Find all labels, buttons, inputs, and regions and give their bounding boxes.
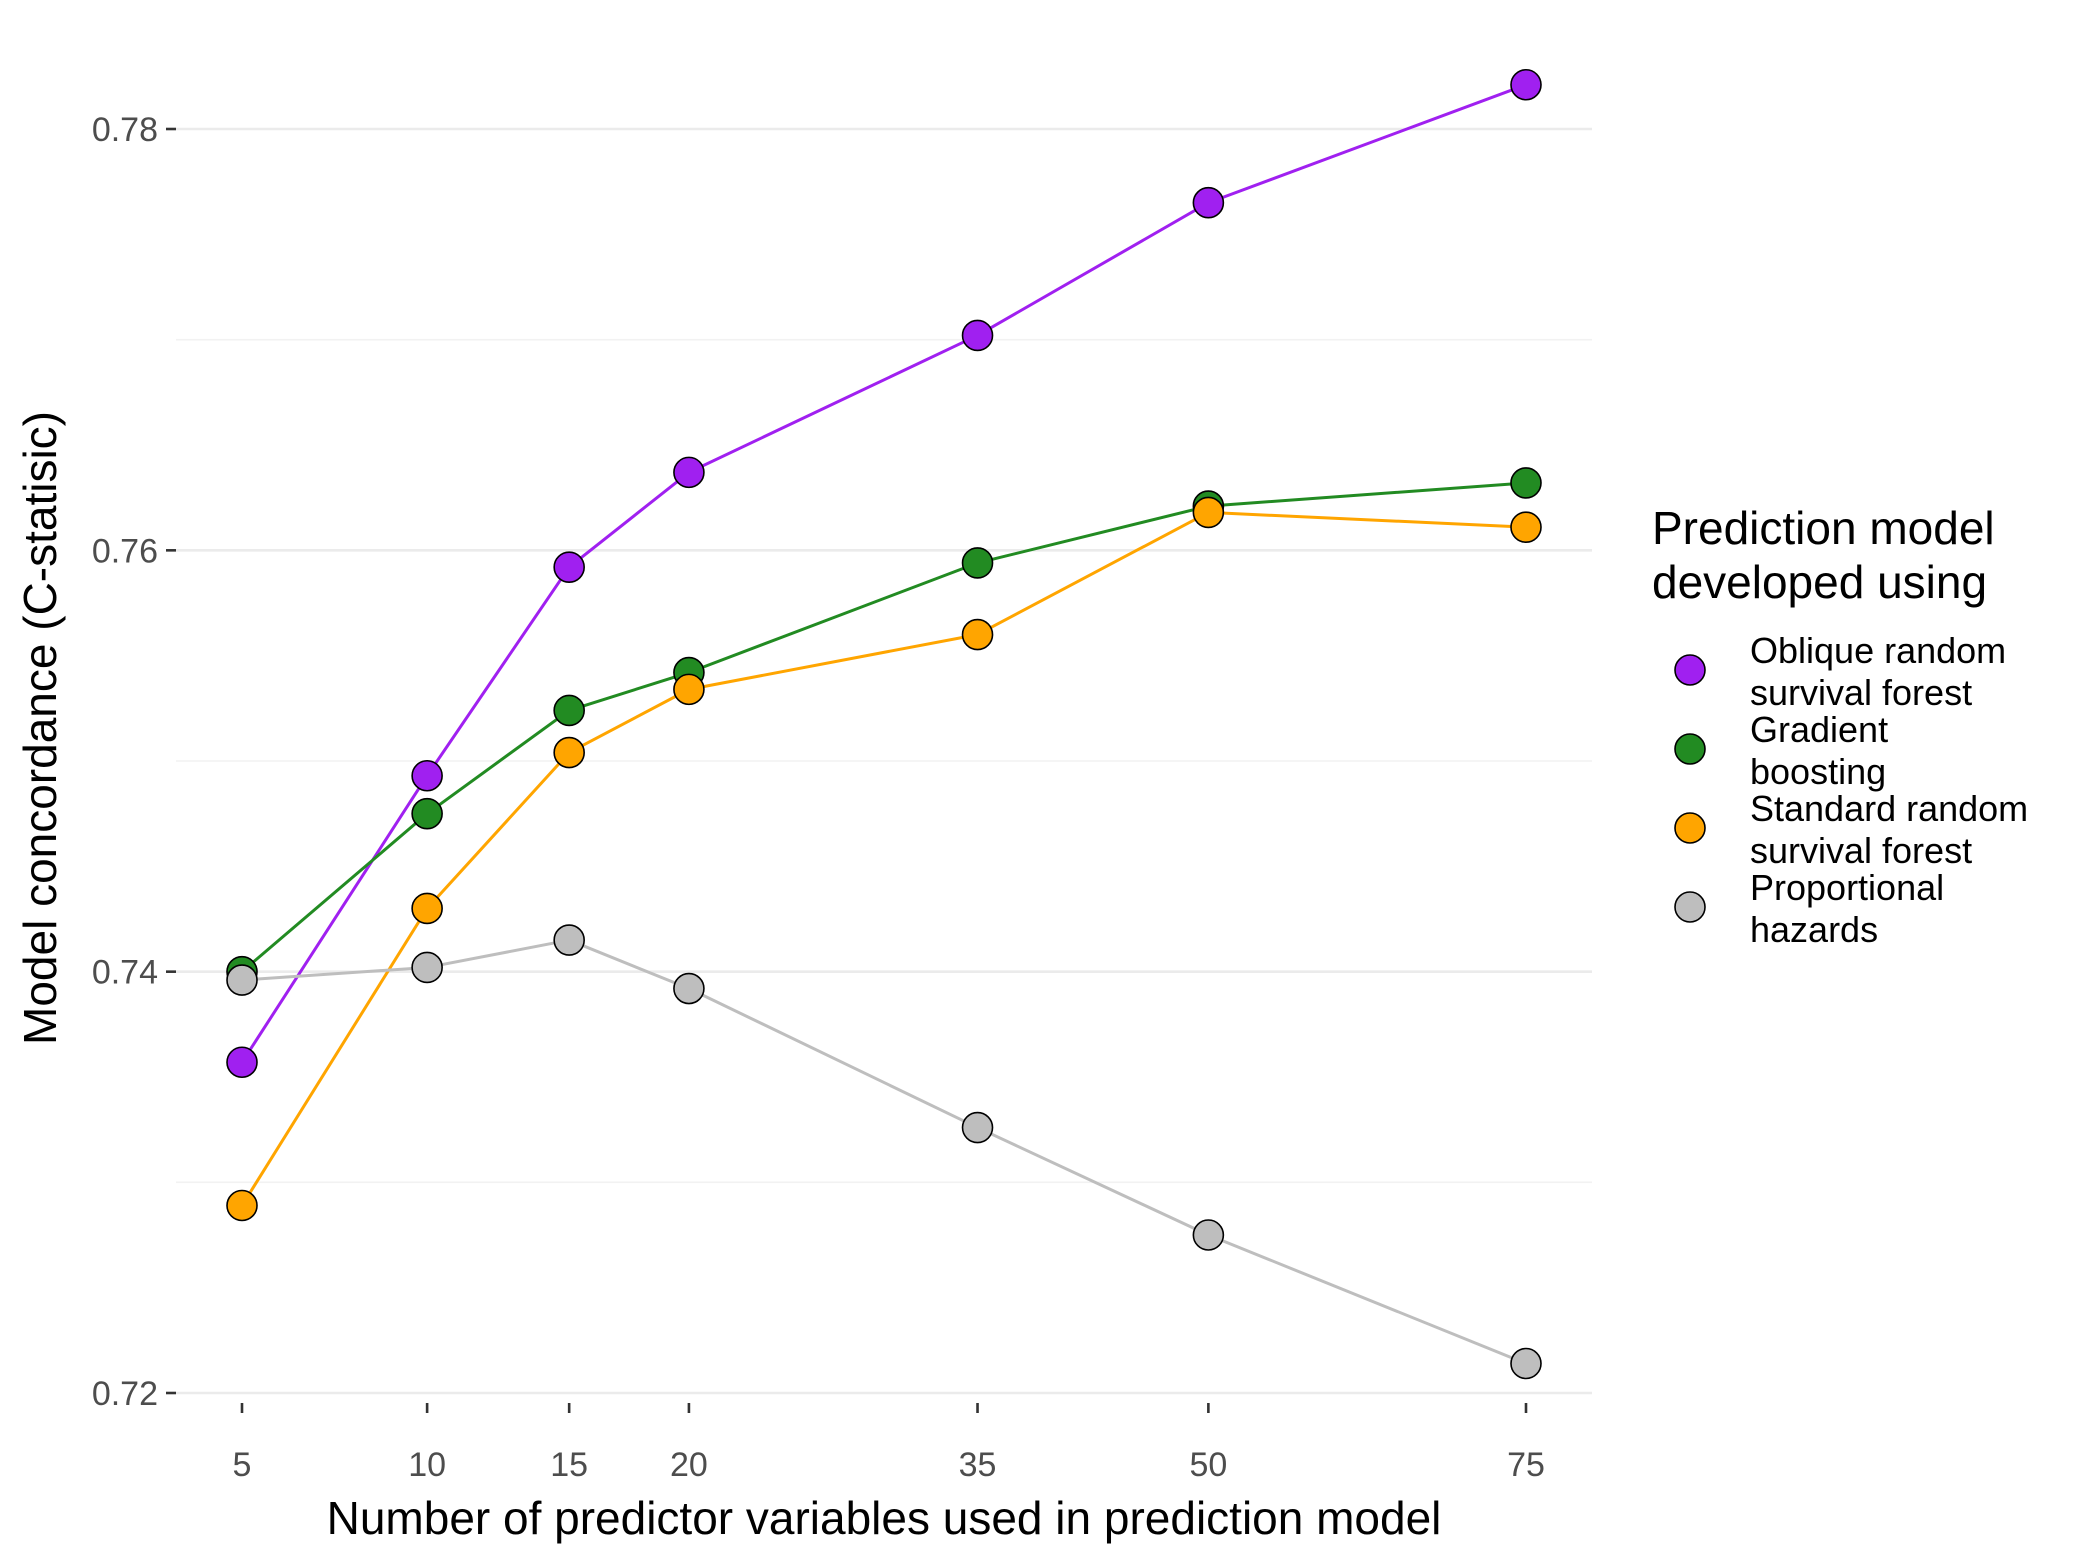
x-tick-label: 15	[550, 1446, 588, 1484]
data-point-series-3	[226, 964, 258, 996]
data-point-series-2	[961, 618, 994, 651]
y-tick-label: 0.78	[92, 111, 158, 149]
data-point-series-3	[553, 924, 585, 956]
legend-key-1	[1674, 733, 1706, 765]
legend-label-1-line-0: Gradient	[1750, 709, 1888, 750]
data-point-series-1	[553, 694, 585, 727]
legend-label-2-line-0: Standard random	[1750, 788, 2028, 829]
data-point-series-1	[411, 797, 443, 830]
series-line-3	[241, 938, 1527, 1365]
legend-label-1-line-1: boosting	[1750, 751, 1886, 792]
y-axis-title: Model concordance (C-statisic)	[14, 411, 66, 1045]
series-lines	[240, 83, 1527, 1365]
data-point-series-1	[961, 547, 994, 579]
gridlines	[176, 127, 1592, 1395]
x-axis: 5 10 15 20 35 50 75	[233, 1403, 1545, 1484]
y-axis: 0.72 0.74 0.76 0.78	[92, 111, 176, 1413]
data-point-series-2	[1192, 496, 1225, 529]
legend-title-line-1: Prediction model	[1652, 502, 1995, 554]
data-point-series-3	[1510, 1347, 1542, 1380]
legend-key-2	[1674, 812, 1706, 844]
series-line-2	[240, 510, 1527, 1207]
data-point-series-3	[411, 951, 443, 984]
legend-key-3	[1674, 891, 1706, 923]
x-tick-label: 35	[959, 1446, 997, 1484]
x-tick-label: 20	[670, 1446, 708, 1484]
series-points	[226, 68, 1542, 1380]
legend-label-2-line-1: survival forest	[1750, 830, 1972, 871]
y-tick-label: 0.76	[92, 532, 158, 570]
legend-label-3-line-1: hazards	[1750, 909, 1878, 950]
legend-label-3-line-0: Proportional	[1750, 867, 1944, 908]
legend-key-0	[1674, 654, 1706, 686]
data-point-series-0	[1510, 68, 1542, 101]
data-point-series-0	[1192, 186, 1225, 219]
data-point-series-3	[673, 972, 705, 1005]
x-axis-title: Number of predictor variables used in pr…	[327, 1492, 1442, 1544]
data-point-series-3	[1192, 1219, 1225, 1251]
data-point-series-2	[553, 736, 585, 769]
legend-label-0-line-1: survival forest	[1750, 672, 1972, 713]
x-tick-label: 50	[1189, 1446, 1227, 1484]
x-tick-label: 5	[233, 1446, 252, 1484]
x-tick-label: 75	[1507, 1446, 1545, 1484]
x-tick-label: 10	[408, 1446, 446, 1484]
legend-title-line-2: developed using	[1652, 556, 1987, 608]
data-point-series-3	[961, 1111, 994, 1144]
data-point-series-0	[226, 1046, 258, 1079]
data-point-series-2	[411, 892, 443, 925]
data-point-series-0	[961, 319, 994, 352]
y-tick-label: 0.74	[92, 954, 158, 992]
y-tick-label: 0.72	[92, 1375, 158, 1413]
data-point-series-2	[226, 1189, 258, 1222]
data-point-series-2	[1510, 511, 1542, 543]
legend: Prediction model developed using Oblique…	[1652, 502, 2028, 950]
legend-label-0-line-0: Oblique random	[1750, 630, 2006, 671]
data-point-series-0	[553, 551, 585, 583]
data-point-series-0	[673, 456, 705, 489]
data-point-series-1	[1510, 467, 1542, 499]
data-point-series-0	[411, 759, 443, 792]
data-point-series-2	[673, 673, 705, 706]
